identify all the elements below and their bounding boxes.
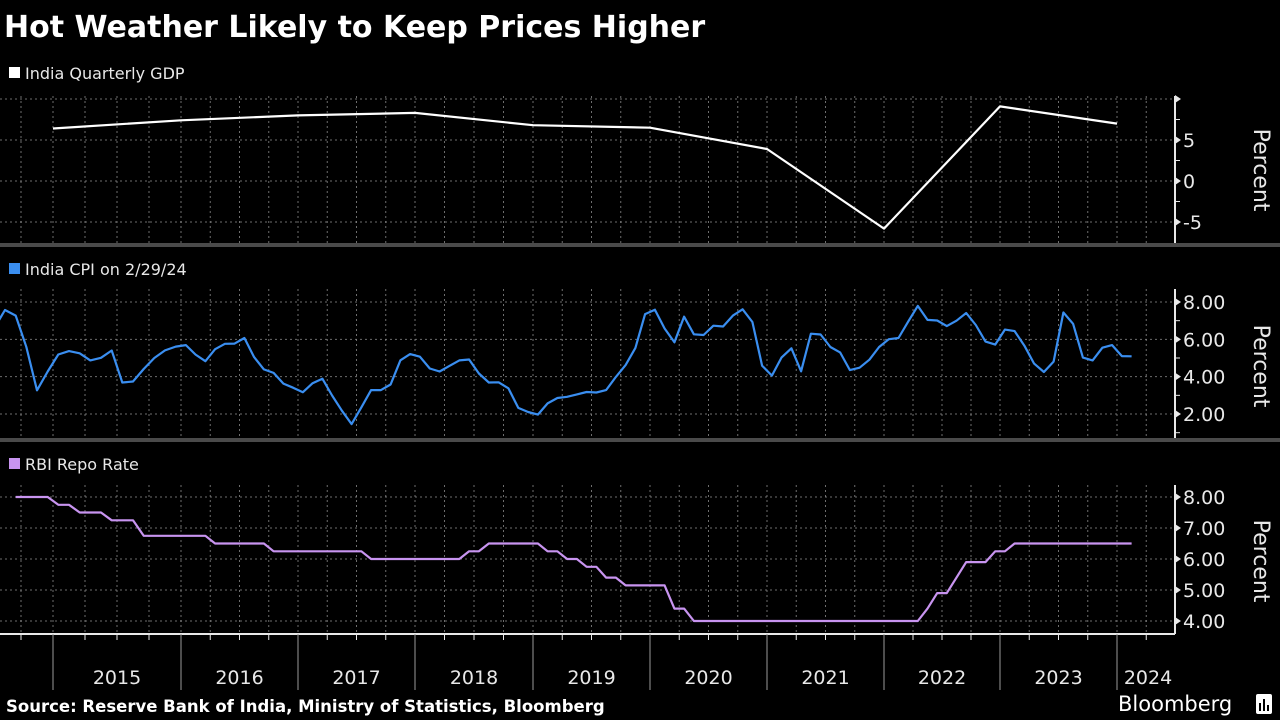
panel-divider (0, 243, 1280, 247)
y-axis-label-cpi: Percent (1248, 325, 1273, 408)
legend-swatch-gdp (9, 67, 20, 78)
y-tick-mark (1175, 493, 1181, 501)
x-tick-label: 2020 (684, 667, 732, 689)
y-tick-mark (1175, 218, 1181, 226)
y-tick-mark (1175, 372, 1181, 381)
axes: 5 0 -5 8.00 6.00 4.00 2.00 8.00 7.00 6.00 5.00 4.00… (0, 95, 1225, 690)
legend-cpi: India CPI on 2/29/24 (25, 260, 187, 279)
x-tick-label: 2019 (567, 667, 615, 689)
y-tick-label: 8.00 (1183, 292, 1225, 314)
x-tick-label: 2021 (801, 667, 849, 689)
cpi-line (0, 304, 1132, 426)
y-tick-label: 7.00 (1183, 518, 1225, 540)
legend-swatch-cpi (9, 263, 20, 274)
bloomberg-logo: Bloomberg (1118, 692, 1232, 716)
x-tick-label: 2015 (93, 667, 141, 689)
gdp-line (52, 105, 1118, 230)
y-tick-label: 0 (1183, 171, 1195, 193)
y-axis-label-repo: Percent (1248, 520, 1273, 603)
bloomberg-chart-icon (1256, 694, 1272, 714)
repo-rate-line (15, 495, 1132, 623)
grid (0, 96, 1175, 634)
y-tick-mark (1175, 298, 1181, 306)
y-tick-mark (1175, 410, 1181, 419)
y-axis-label-gdp: Percent (1248, 129, 1273, 212)
series (0, 105, 1132, 623)
x-tick-label: 2023 (1034, 667, 1082, 689)
x-tick-label: 2016 (215, 667, 263, 689)
y-tick-label: 4.00 (1183, 367, 1225, 389)
y-tick-mark (1175, 586, 1181, 594)
legend-repo: RBI Repo Rate (25, 455, 139, 474)
y-tick-mark (1175, 136, 1181, 144)
y-tick-mark (1175, 177, 1181, 185)
x-tick-label: 2017 (332, 667, 380, 689)
y-tick-mark (1175, 617, 1181, 625)
y-tick-mark (1175, 95, 1181, 103)
y-tick-label: 5 (1183, 130, 1195, 152)
y-tick-label: 8.00 (1183, 487, 1225, 509)
x-tick-label: 2018 (450, 667, 498, 689)
panel-divider (0, 438, 1280, 442)
source-note: Source: Reserve Bank of India, Ministry … (6, 697, 605, 716)
legend-gdp: India Quarterly GDP (25, 64, 185, 83)
y-tick-label: 2.00 (1183, 404, 1225, 426)
y-tick-label: 6.00 (1183, 549, 1225, 571)
y-tick-label: 6.00 (1183, 329, 1225, 351)
x-tick-label: 2022 (918, 667, 966, 689)
y-tick-label: 5.00 (1183, 580, 1225, 602)
chart-title: Hot Weather Likely to Keep Prices Higher (4, 10, 705, 45)
x-tick-label: 2024 (1124, 667, 1172, 689)
y-tick-label: -5 (1183, 212, 1202, 234)
legend-swatch-repo (9, 458, 20, 469)
y-tick-mark (1175, 555, 1181, 563)
y-tick-label: 4.00 (1183, 611, 1225, 633)
y-tick-mark (1175, 524, 1181, 532)
y-tick-mark (1175, 335, 1181, 344)
